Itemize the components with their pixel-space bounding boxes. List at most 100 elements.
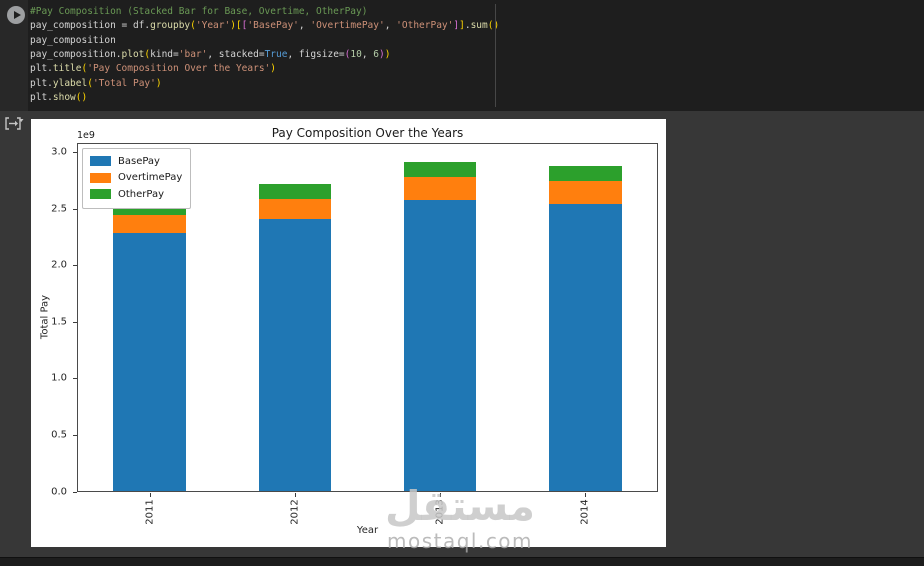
output-presentation-icon[interactable] xyxy=(4,116,24,133)
code-line-5: plt.title('Pay Composition Over the Year… xyxy=(30,62,924,76)
code-token: pay_composition. xyxy=(30,49,122,61)
legend-label: BasePay xyxy=(118,155,160,167)
code-token: , xyxy=(361,49,374,61)
y-tick-mark xyxy=(73,321,77,323)
y-tick-label: 2.5 xyxy=(51,203,67,215)
code-token: 'Pay Composition Over the Years' xyxy=(87,63,271,75)
legend-entry-basepay: BasePay xyxy=(90,154,182,168)
code-token: plot xyxy=(121,49,145,61)
legend-swatch-basepay xyxy=(90,156,111,166)
run-cell-button[interactable] xyxy=(7,6,25,24)
code-token: show xyxy=(52,92,76,104)
code-token: sum xyxy=(470,20,488,32)
y-tick-label: 0.5 xyxy=(51,429,67,441)
code-token: , stacked= xyxy=(207,49,265,61)
code-token: ) xyxy=(379,49,385,61)
code-token: ( xyxy=(190,20,196,32)
chart-legend: BasePay OvertimePay OtherPay xyxy=(82,148,192,209)
bar-segment-basepay-2013 xyxy=(403,199,477,492)
code-token: , figsize= xyxy=(287,49,345,61)
next-cell-strip xyxy=(0,557,924,566)
code-token: kind= xyxy=(150,49,179,61)
legend-entry-otherpay: OtherPay xyxy=(90,187,182,201)
code-token: 'OvertimePay' xyxy=(310,20,385,32)
x-tick-label-2011: 2011 xyxy=(144,498,156,525)
y-tick-mark xyxy=(73,152,77,154)
y-tick-mark xyxy=(73,491,77,493)
code-token: ylabel xyxy=(52,77,88,89)
x-tick-label-2013: 2013 xyxy=(434,498,446,525)
x-tick-mark xyxy=(149,492,151,497)
cell-gutter xyxy=(0,0,28,111)
code-token: pay_composition = df. xyxy=(30,20,151,32)
y-tick-mark xyxy=(73,434,77,436)
y-tick-label: 0.0 xyxy=(51,486,67,497)
code-token: True xyxy=(264,49,288,61)
code-token: plt. xyxy=(30,77,53,89)
code-line-2: pay_composition = df.groupby('Year')[['B… xyxy=(30,19,924,33)
code-token: ] xyxy=(453,20,460,32)
code-cell: #Pay Composition (Stacked Bar for Base, … xyxy=(0,0,924,111)
code-token: ( xyxy=(344,49,351,61)
code-token: )[ xyxy=(230,20,242,32)
code-token: () xyxy=(487,20,500,32)
bar-segment-otherpay-2012 xyxy=(258,184,332,199)
code-token: ( xyxy=(87,77,93,89)
legend-swatch-otherpay xyxy=(90,189,111,199)
code-token: 'Year' xyxy=(195,20,231,32)
y-tick-mark xyxy=(73,265,77,267)
y-tick-label: 2.0 xyxy=(51,259,67,271)
code-token: pay_composition xyxy=(30,34,116,46)
code-line-4: pay_composition.plot ( kind='bar', stacked… xyxy=(30,48,924,62)
code-token: , xyxy=(298,20,311,32)
legend-swatch-overtimepay xyxy=(90,172,111,183)
x-tick-label-2012: 2012 xyxy=(289,498,301,525)
y-axis-label: Total Pay xyxy=(39,295,51,340)
play-icon xyxy=(14,10,21,19)
y-tick-mark xyxy=(73,208,77,210)
bar-segment-otherpay-2013 xyxy=(403,161,477,178)
code-token: 6 xyxy=(373,49,380,61)
bar-segment-overtimepay-2013 xyxy=(403,177,477,200)
code-token: ) xyxy=(270,63,276,75)
legend-entry-overtimepay: OvertimePay xyxy=(90,171,182,185)
code-token: ] xyxy=(459,20,465,32)
chart-figure: Pay Composition Over the Years 1e9 0.0 0.5 1… xyxy=(31,119,666,547)
code-token: 'Total Pay' xyxy=(92,77,156,89)
legend-label: OvertimePay xyxy=(118,172,183,183)
y-tick-mark xyxy=(73,378,77,380)
code-token: ( xyxy=(81,63,88,75)
code-token: #Pay Composition (Stacked Bar for Base, … xyxy=(30,6,368,17)
code-token: [ xyxy=(241,20,248,32)
code-line-6: plt.ylabel('Total Pay') xyxy=(30,77,924,91)
code-token: title xyxy=(52,63,82,75)
code-token: 'OtherPay' xyxy=(396,20,454,32)
y-tick-label: 1.5 xyxy=(51,316,67,328)
code-line-7: plt.show() xyxy=(30,91,924,105)
bar-segment-overtimepay-2012 xyxy=(258,198,332,220)
bar-segment-basepay-2012 xyxy=(258,219,332,492)
y-axis-offset-text: 1e9 xyxy=(77,130,95,141)
code-token: 'BasePay' xyxy=(247,20,299,32)
code-token: plt. xyxy=(30,63,53,75)
bar-segment-basepay-2014 xyxy=(549,204,622,492)
code-line-3: pay_composition xyxy=(30,34,924,48)
code-token: 'bar' xyxy=(178,49,208,61)
code-token: . xyxy=(464,20,471,32)
code-token: groupby xyxy=(150,20,191,32)
x-axis-label: Year xyxy=(356,524,379,536)
x-tick-label-2014: 2014 xyxy=(579,498,591,525)
y-tick-label: 1.0 xyxy=(51,372,67,384)
chart-title: Pay Composition Over the Years xyxy=(271,126,464,140)
code-token: () xyxy=(75,92,88,104)
code-editor[interactable]: #Pay Composition (Stacked Bar for Base, … xyxy=(30,5,924,105)
y-tick-label: 3.0 xyxy=(51,146,67,158)
x-tick-mark xyxy=(440,492,442,497)
x-tick-mark xyxy=(294,492,296,497)
bar-segment-overtimepay-2014 xyxy=(549,180,622,205)
code-token: , xyxy=(384,20,397,32)
cell-output-area: Pay Composition Over the Years 1e9 0.0 0.5 1… xyxy=(0,111,924,557)
code-token: ) xyxy=(155,77,162,89)
bar-segment-basepay-2011 xyxy=(113,232,186,492)
